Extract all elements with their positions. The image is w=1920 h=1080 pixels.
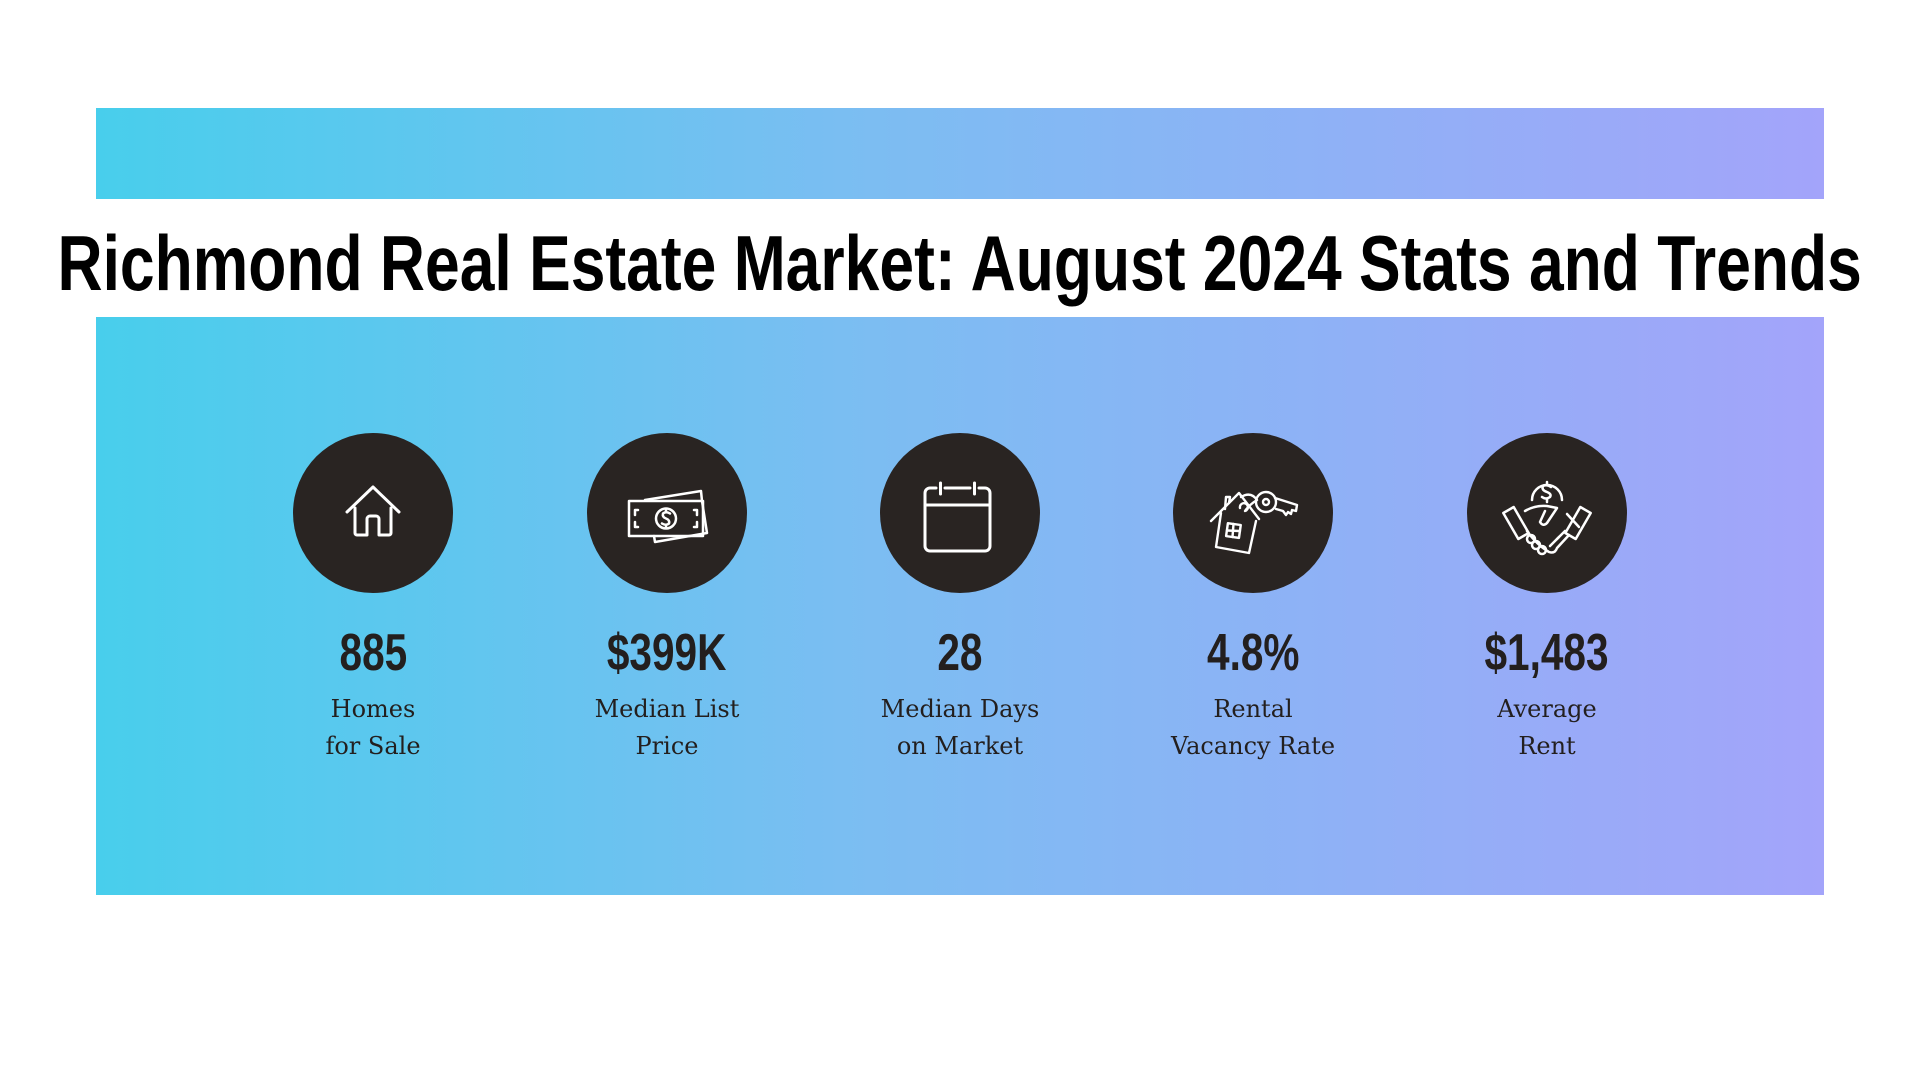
stat-median-days-on-market: 28 Median Days on Market: [830, 433, 1090, 765]
stat-homes-for-sale: 885 Homes for Sale: [243, 433, 503, 765]
stats-panel: [96, 317, 1824, 895]
stat-label-line2: for Sale: [325, 732, 421, 760]
house-key-icon: [1209, 490, 1299, 555]
stat-label-line1: Rental: [1213, 695, 1293, 723]
page-title: Richmond Real Estate Market: August 2024…: [57, 219, 1863, 307]
money-icon-circle: [587, 433, 747, 593]
top-gradient-band: [96, 108, 1824, 199]
stat-label-line2: Vacancy Rate: [1170, 732, 1336, 760]
stat-value: $399K: [607, 624, 727, 682]
stat-value: $1,483: [1484, 624, 1610, 682]
calendar-icon: [923, 481, 992, 553]
stat-value: 4.8%: [1206, 624, 1300, 682]
stat-label: Median Days on Market: [881, 691, 1040, 765]
stat-label: Homes for Sale: [325, 691, 420, 765]
stat-label-line2: on Market: [896, 732, 1024, 760]
money-bills-icon: [627, 489, 709, 544]
stat-label-line1: Homes: [330, 695, 416, 723]
stat-value: 885: [339, 624, 407, 682]
house-key-icon-circle: [1173, 433, 1333, 593]
stat-label-line2: Price: [635, 732, 699, 760]
stat-value: 28: [937, 624, 983, 682]
stat-rental-vacancy-rate: 4.8% Rental Vacancy Rate: [1123, 433, 1383, 765]
calendar-icon-circle: [880, 433, 1040, 593]
stat-label-line1: Average: [1497, 695, 1597, 723]
stat-label: Median List Price: [595, 691, 740, 765]
handshake-dollar-icon: [1502, 480, 1592, 556]
stat-average-rent: $1,483 Average Rent: [1417, 433, 1677, 765]
stat-label: Average Rent: [1497, 691, 1596, 765]
stat-label: Rental Vacancy Rate: [1171, 691, 1335, 765]
house-icon: [345, 485, 401, 537]
title-container: Richmond Real Estate Market: August 2024…: [0, 218, 1920, 308]
handshake-icon-circle: [1467, 433, 1627, 593]
stat-label-line1: Median List: [594, 695, 740, 723]
stat-label-line1: Median Days: [880, 695, 1040, 723]
stat-median-list-price: $399K Median List Price: [537, 433, 797, 765]
house-icon-circle: [293, 433, 453, 593]
stat-label-line2: Rent: [1518, 732, 1576, 760]
